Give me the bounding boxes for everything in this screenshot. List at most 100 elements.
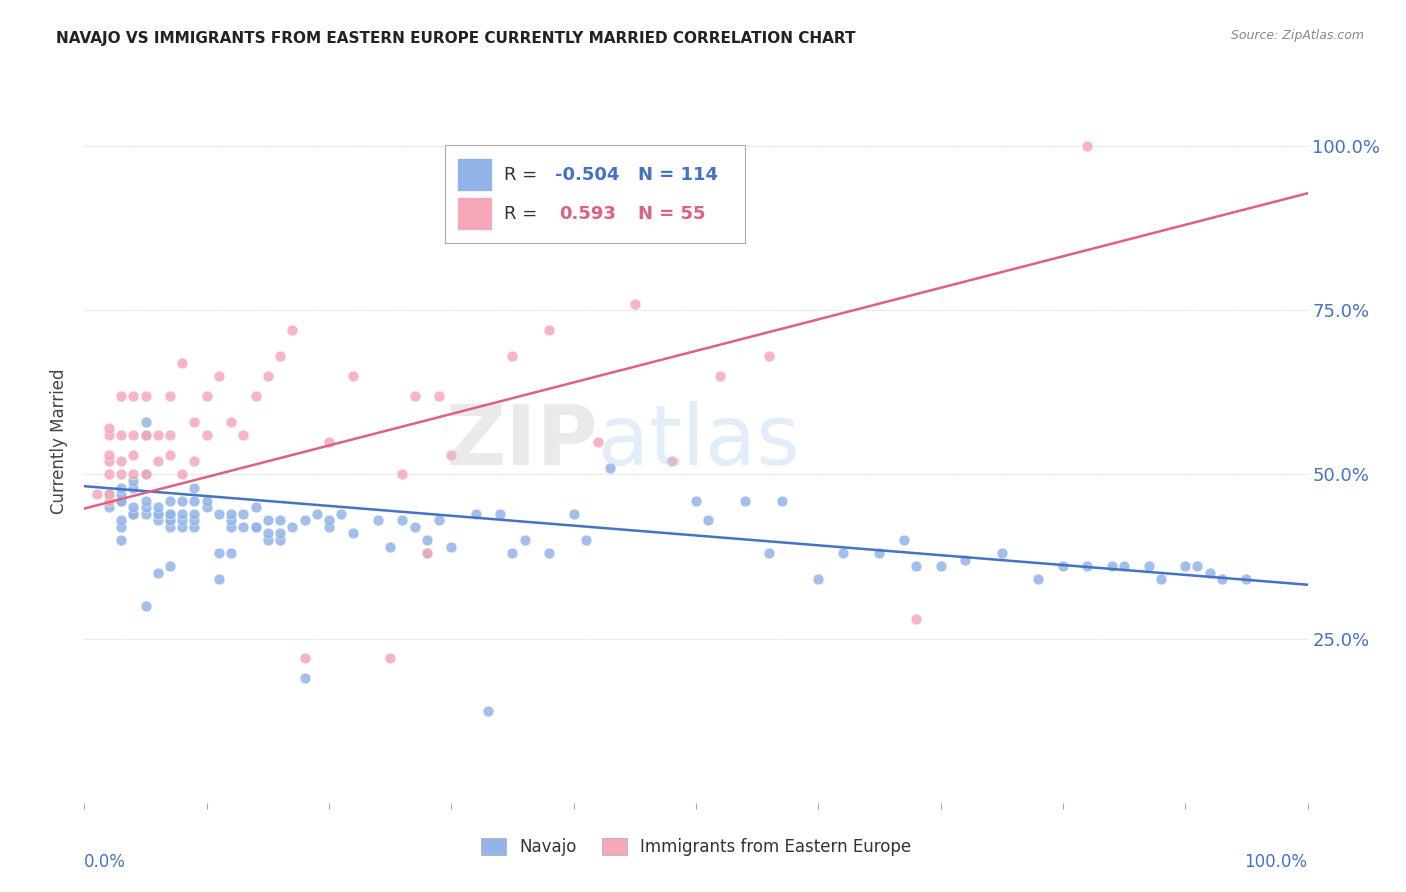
Point: [195, 500, 218, 515]
FancyBboxPatch shape: [457, 197, 492, 230]
Point: [146, 566, 169, 580]
Point: [734, 493, 756, 508]
Point: [110, 513, 132, 527]
Point: [135, 500, 157, 515]
Point: [685, 493, 707, 508]
Point: [97, 467, 120, 482]
Point: [905, 559, 928, 574]
Point: [172, 513, 194, 527]
Point: [257, 526, 280, 541]
Point: [208, 573, 231, 587]
Point: [807, 573, 830, 587]
Point: [624, 296, 647, 310]
Point: [367, 513, 389, 527]
Point: [391, 513, 413, 527]
Point: [122, 507, 145, 521]
Point: [232, 428, 254, 442]
Point: [305, 507, 328, 521]
Point: [159, 513, 181, 527]
Point: [97, 487, 120, 501]
Text: 0.593: 0.593: [560, 204, 616, 223]
FancyBboxPatch shape: [457, 158, 492, 191]
Point: [183, 481, 205, 495]
Point: [416, 546, 439, 560]
Text: ZIP: ZIP: [446, 401, 598, 482]
Point: [208, 507, 231, 521]
Point: [135, 493, 157, 508]
Point: [183, 520, 205, 534]
Point: [195, 428, 218, 442]
Point: [122, 500, 145, 515]
Point: [146, 507, 169, 521]
Point: [427, 388, 450, 402]
Point: [122, 467, 145, 482]
Point: [513, 533, 536, 547]
Point: [758, 546, 780, 560]
Text: 0.0%: 0.0%: [84, 854, 127, 871]
Point: [110, 533, 132, 547]
Point: [575, 533, 598, 547]
Point: [122, 481, 145, 495]
Point: [97, 500, 120, 515]
Y-axis label: Currently Married: Currently Married: [51, 368, 69, 515]
Point: [135, 467, 157, 482]
Point: [1052, 559, 1074, 574]
Point: [86, 487, 108, 501]
Point: [110, 454, 132, 468]
Point: [219, 520, 242, 534]
Point: [416, 546, 439, 560]
Point: [110, 520, 132, 534]
Point: [1076, 559, 1098, 574]
Point: [269, 533, 291, 547]
Point: [953, 553, 976, 567]
Point: [97, 493, 120, 508]
Point: [135, 507, 157, 521]
Point: [232, 520, 254, 534]
Point: [318, 513, 340, 527]
Point: [135, 428, 157, 442]
Point: [502, 546, 524, 560]
Point: [219, 513, 242, 527]
Point: [135, 599, 157, 613]
Point: [219, 507, 242, 521]
Point: [146, 500, 169, 515]
Point: [586, 434, 609, 449]
Point: [159, 493, 181, 508]
Point: [135, 467, 157, 482]
Point: [245, 520, 267, 534]
Point: [330, 507, 353, 521]
Point: [219, 415, 242, 429]
Point: [294, 651, 316, 665]
Point: [893, 533, 915, 547]
Point: [709, 368, 731, 383]
Point: [159, 507, 181, 521]
Point: [183, 454, 205, 468]
Point: [538, 546, 561, 560]
Point: [146, 454, 169, 468]
Point: [146, 507, 169, 521]
Point: [159, 507, 181, 521]
Point: [1174, 559, 1197, 574]
Point: [318, 434, 340, 449]
Point: [110, 467, 132, 482]
Point: [599, 460, 621, 475]
Point: [294, 513, 316, 527]
Point: [1150, 573, 1173, 587]
Point: [257, 368, 280, 383]
Point: [110, 388, 132, 402]
Point: [477, 704, 499, 718]
Point: [318, 520, 340, 534]
Point: [110, 493, 132, 508]
Point: [929, 559, 952, 574]
Point: [257, 513, 280, 527]
Point: [697, 513, 720, 527]
Point: [1101, 559, 1123, 574]
Point: [391, 467, 413, 482]
Point: [135, 428, 157, 442]
Point: [269, 526, 291, 541]
Text: N = 55: N = 55: [638, 204, 706, 223]
Point: [146, 428, 169, 442]
Point: [110, 493, 132, 508]
Text: -0.504: -0.504: [555, 166, 620, 184]
Point: [97, 454, 120, 468]
